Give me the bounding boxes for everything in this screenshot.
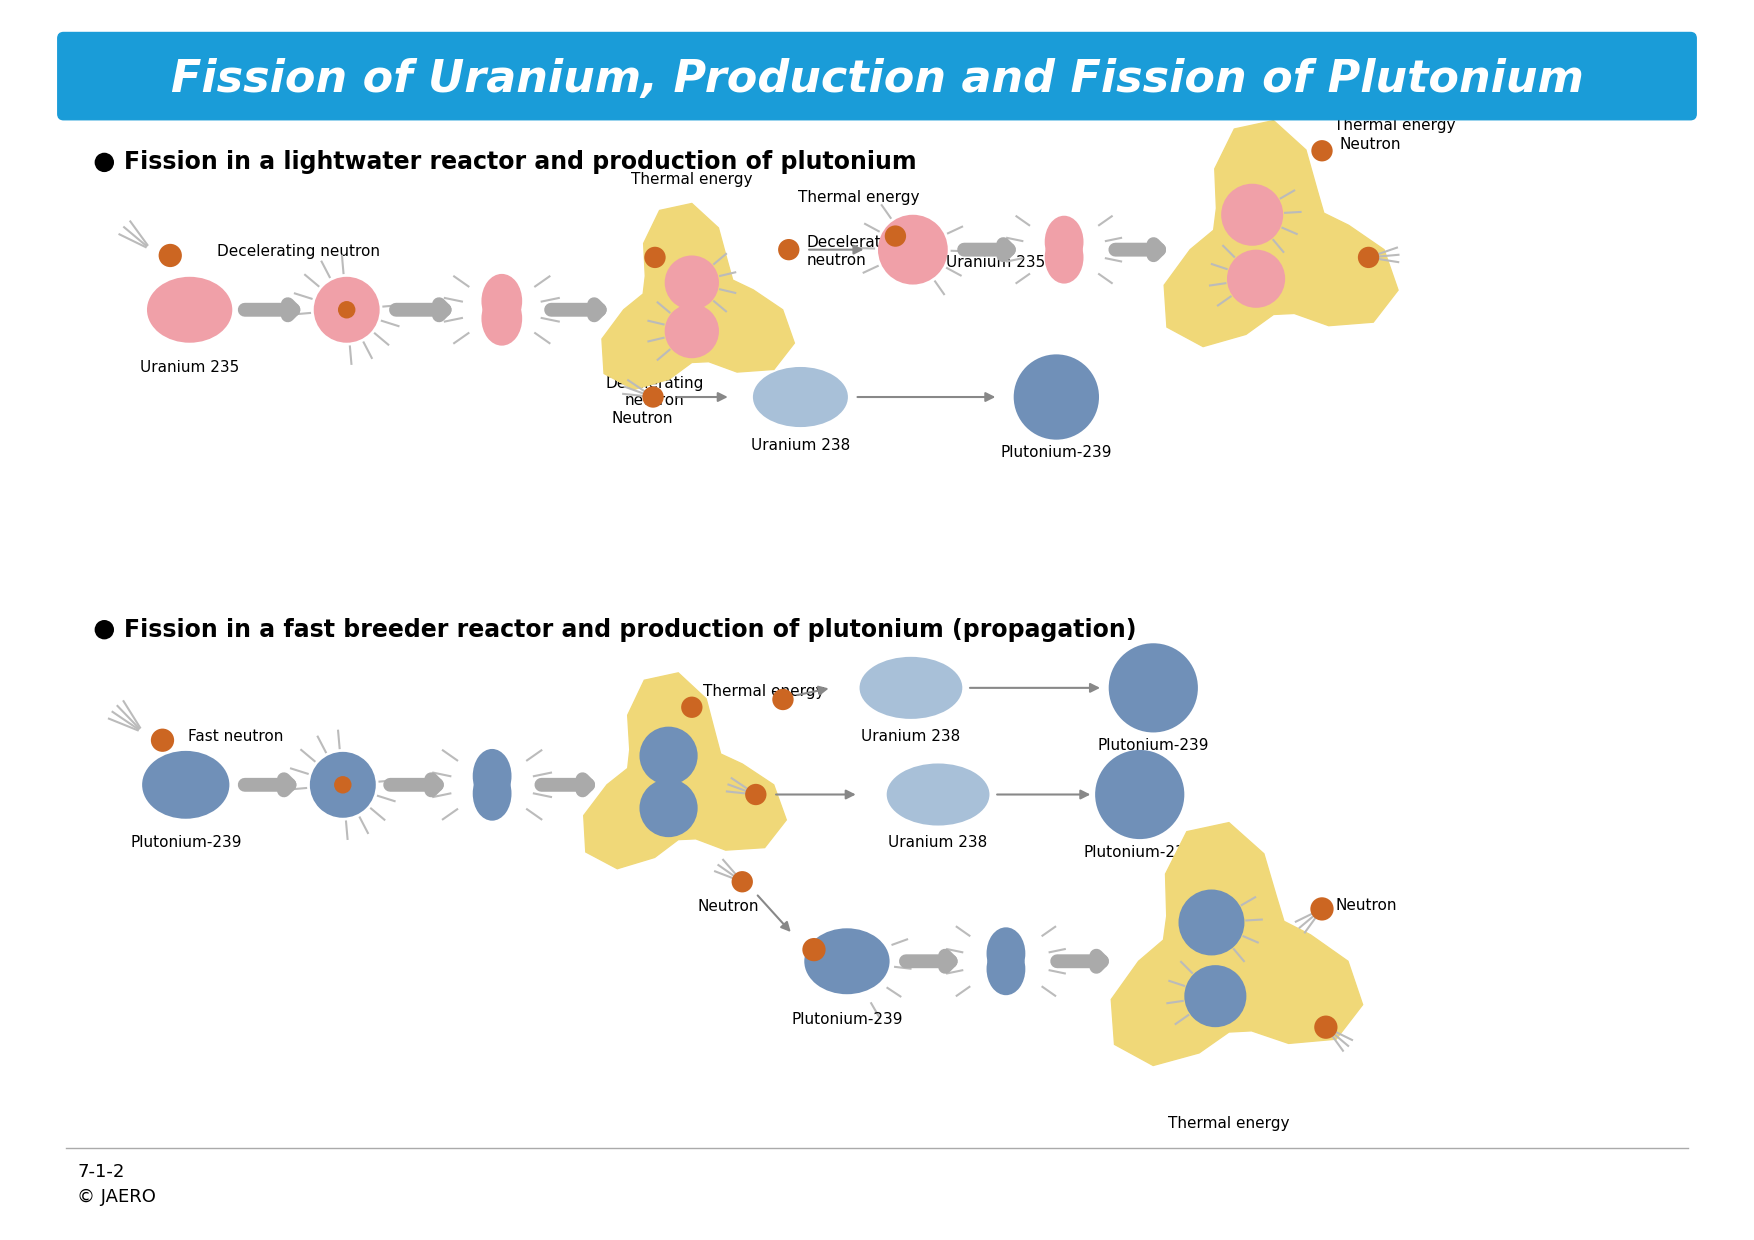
Polygon shape (1165, 120, 1398, 347)
Ellipse shape (752, 367, 847, 427)
Text: Fission in a fast breeder reactor and production of plutonium (propagation): Fission in a fast breeder reactor and pr… (125, 618, 1137, 641)
Ellipse shape (481, 291, 523, 346)
Circle shape (1358, 247, 1379, 268)
Circle shape (665, 255, 719, 310)
Circle shape (731, 870, 752, 893)
Ellipse shape (1045, 231, 1084, 284)
Circle shape (1179, 889, 1244, 956)
Polygon shape (602, 203, 795, 389)
Text: Decelerating
neutron: Decelerating neutron (807, 236, 905, 268)
Text: Fast neutron: Fast neutron (188, 729, 282, 744)
Circle shape (879, 215, 947, 284)
Circle shape (665, 304, 719, 358)
Polygon shape (1112, 822, 1363, 1065)
Ellipse shape (147, 277, 232, 342)
Circle shape (95, 620, 114, 640)
Text: Plutonium-239: Plutonium-239 (1084, 844, 1196, 859)
Circle shape (642, 387, 663, 408)
FancyBboxPatch shape (58, 32, 1696, 120)
Text: Neutron: Neutron (705, 810, 766, 825)
Text: Neutron: Neutron (1335, 898, 1398, 913)
Text: Thermal energy: Thermal energy (1168, 1116, 1289, 1131)
Text: Decelerating neutron: Decelerating neutron (217, 244, 381, 259)
Text: Uranium 235: Uranium 235 (140, 360, 239, 376)
Text: Plutonium-239: Plutonium-239 (1098, 738, 1209, 753)
Circle shape (779, 239, 800, 260)
Circle shape (310, 751, 375, 817)
Ellipse shape (481, 274, 523, 329)
Text: Plutonium-239: Plutonium-239 (1000, 445, 1112, 460)
Text: Thermal energy: Thermal energy (703, 684, 824, 699)
Ellipse shape (474, 749, 512, 804)
Text: Fission in a lightwater reactor and production of plutonium: Fission in a lightwater reactor and prod… (125, 150, 916, 175)
Text: Uranium 238: Uranium 238 (751, 438, 851, 453)
Circle shape (1094, 750, 1184, 839)
Text: Uranium 235: Uranium 235 (945, 254, 1045, 269)
Circle shape (151, 729, 174, 751)
Circle shape (1109, 644, 1198, 733)
Ellipse shape (859, 657, 963, 719)
Text: Thermal energy: Thermal energy (1333, 118, 1456, 133)
Text: Fission of Uranium, Production and Fission of Plutonium: Fission of Uranium, Production and Fissi… (170, 57, 1584, 100)
Circle shape (339, 301, 356, 319)
Text: Thermal energy: Thermal energy (631, 172, 752, 187)
Text: Neutron: Neutron (1340, 138, 1401, 153)
Circle shape (1310, 898, 1333, 920)
Ellipse shape (805, 929, 889, 994)
Text: Plutonium-239: Plutonium-239 (791, 1012, 903, 1027)
Circle shape (644, 247, 667, 268)
Circle shape (1014, 355, 1100, 440)
Ellipse shape (986, 928, 1026, 980)
Text: Uranium 238: Uranium 238 (889, 836, 988, 851)
Text: Decelerating
neutron: Decelerating neutron (605, 376, 703, 408)
Circle shape (1228, 249, 1286, 308)
Circle shape (640, 779, 698, 837)
Circle shape (745, 784, 766, 805)
Polygon shape (584, 673, 786, 869)
Ellipse shape (1045, 216, 1084, 268)
Text: Uranium 238: Uranium 238 (861, 729, 961, 744)
Ellipse shape (474, 766, 512, 821)
Ellipse shape (888, 764, 989, 826)
Circle shape (333, 776, 351, 794)
Text: Neutron: Neutron (698, 899, 759, 914)
Text: 7-1-2: 7-1-2 (77, 1163, 125, 1180)
Circle shape (95, 153, 114, 172)
Circle shape (314, 277, 379, 342)
Text: Plutonium-239: Plutonium-239 (130, 836, 242, 851)
Text: © JAERO: © JAERO (77, 1188, 156, 1207)
Circle shape (1312, 140, 1333, 161)
Circle shape (1314, 1016, 1338, 1039)
Circle shape (640, 727, 698, 785)
Ellipse shape (986, 942, 1026, 996)
Circle shape (1221, 184, 1284, 246)
Circle shape (158, 244, 182, 267)
Text: Thermal energy: Thermal energy (798, 190, 919, 205)
Text: Neutron: Neutron (612, 410, 674, 425)
Circle shape (802, 937, 826, 961)
Ellipse shape (142, 751, 230, 818)
Circle shape (772, 689, 793, 711)
Circle shape (884, 226, 907, 247)
Circle shape (681, 697, 703, 718)
Circle shape (1184, 965, 1247, 1027)
